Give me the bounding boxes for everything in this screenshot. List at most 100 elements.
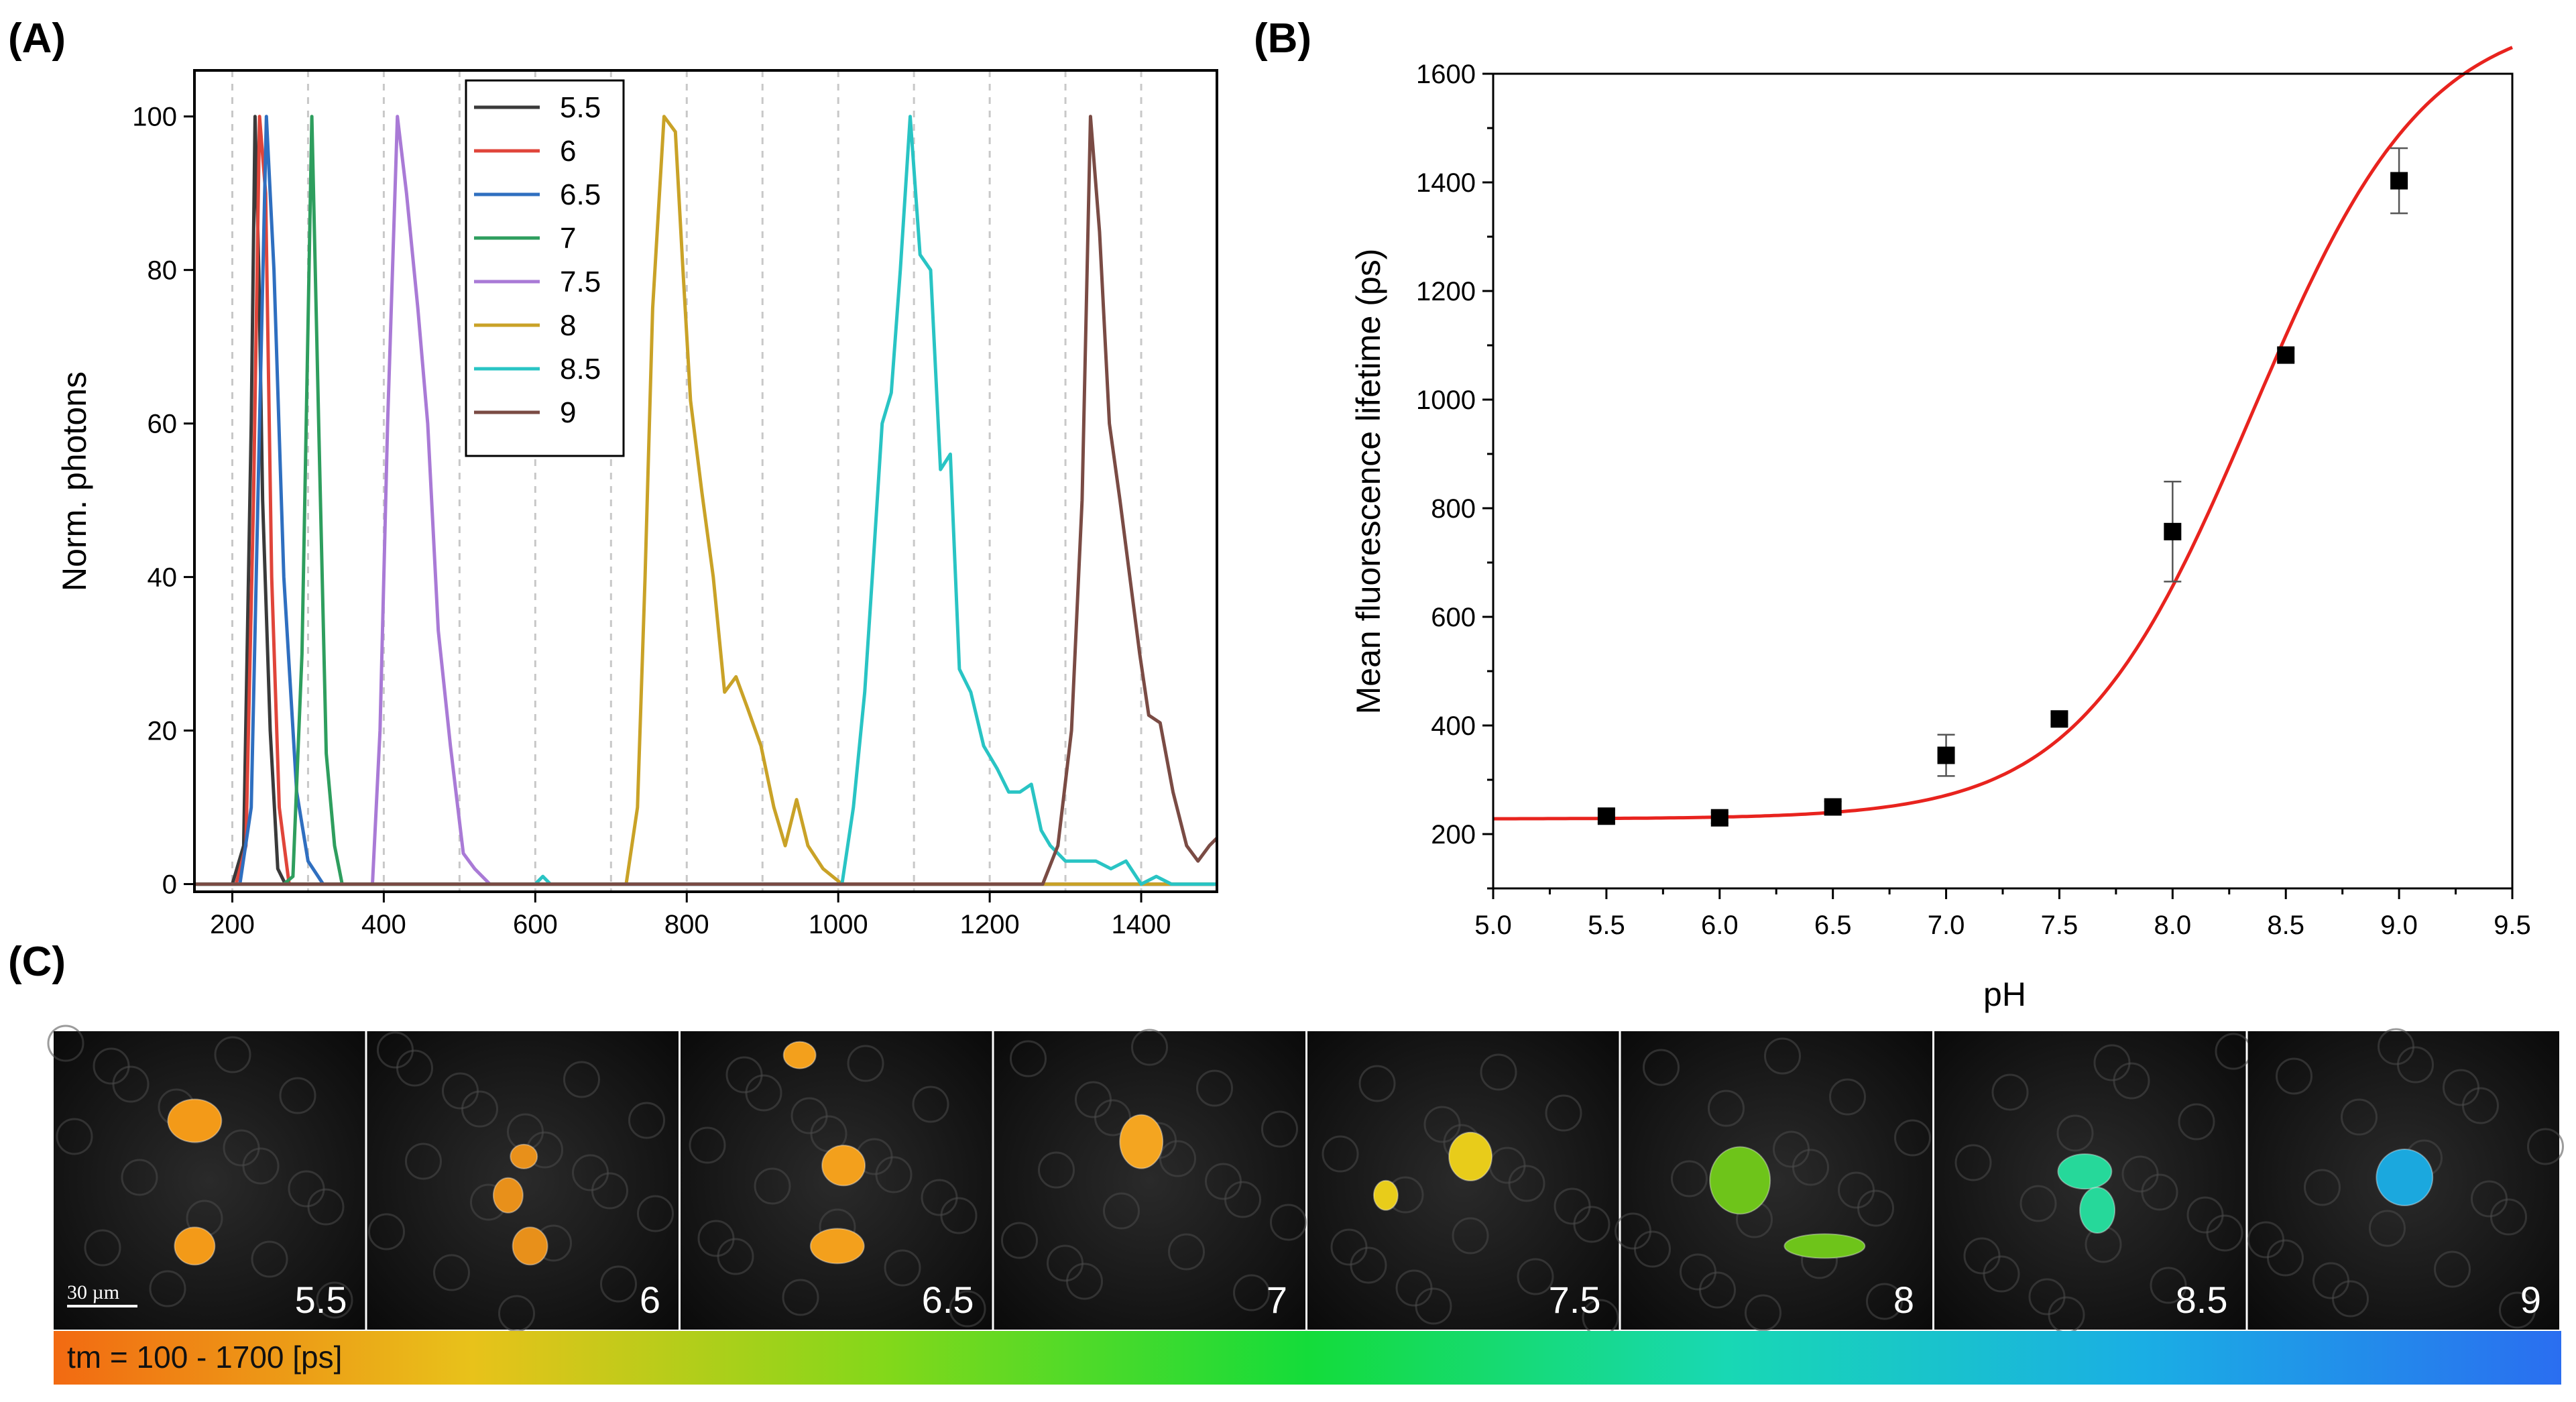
tile-background-cell [47,1025,84,1062]
tile-6 [367,1031,679,1330]
panel-b-fit-curve [1493,46,2513,821]
tile-background-cell [316,1281,353,1319]
panel-a-legend: 5.5 6 6.5 7 7.5 8 8.5 9 [465,79,625,457]
tile-background-cell [884,1249,921,1287]
tile-background-cell [2056,1114,2094,1152]
stained-cell-8-0 [1709,1146,1771,1215]
stained-cell-6-5-2 [782,1041,817,1069]
tile-background-cell [2121,1155,2159,1193]
tile-background-cell [1545,1094,1582,1132]
tile-label-6: 6 [640,1279,660,1321]
tile-background-cell [563,1061,600,1098]
tile-background-cell [1866,1283,1903,1320]
tile-background-cell [2378,1028,2414,1065]
b-y-tick-label-800: 800 [1431,494,1476,524]
scale-bar: 30 µm [67,1281,137,1307]
b-x-tick-label-1: 5.5 [1588,911,1625,940]
stained-cell-8-1 [1783,1233,1866,1259]
tile-background-cell [600,1265,637,1303]
b-y-tick-label-200: 200 [1431,820,1476,850]
legend-label-7: 7 [560,222,576,255]
data-point-ph-8-5 [2277,346,2295,364]
panel-a-frame [193,69,1218,893]
x-tick-label-1400: 1400 [1112,910,1171,939]
legend-label-7-5: 7.5 [560,266,601,298]
stained-cell-7-5-1 [1372,1179,1399,1211]
tile-label-7-5: 7.5 [1549,1279,1601,1321]
tile-background-cell [1480,1053,1517,1091]
tile-background-cell [1330,1228,1368,1266]
lifetime-colorbar: tm = 100 - 1700 [ps] [54,1331,2561,1385]
tile-background-cell [1038,1151,1075,1189]
y-tick-label-40: 40 [148,563,178,593]
stained-cell-9-0 [2376,1149,2434,1207]
b-y-tick-label-1200: 1200 [1416,277,1476,306]
data-point-ph-5-5 [1597,807,1615,825]
tile-background-cell [921,1179,958,1216]
b-x-tick-label-2: 6.0 [1701,911,1739,940]
tile-background-cell [1261,1110,1298,1148]
x-tick-label-1000: 1000 [809,910,868,939]
b-x-tick-label-0: 5.0 [1474,911,1512,940]
tile-background-cell [1047,1244,1084,1282]
panel-b-chart: 5.0 5.5 6.0 6.5 7.0 7.5 8.0 8.5 9.0 9.5 200 400 600… [1350,46,2531,1013]
stained-cell-6-5-0 [821,1145,866,1187]
tile-background-cell [2471,1180,2508,1218]
tile-label-6-5: 6.5 [922,1279,974,1321]
scale-bar-label: 30 µm [67,1281,119,1303]
tile-background-cell [2341,1098,2378,1136]
tile-5-5 [54,1031,365,1330]
tile-background-cell [2093,1044,2131,1082]
colorbar-label: tm = 100 - 1700 [ps] [67,1340,342,1375]
tile-background-cell [288,1170,325,1208]
tile-background-cell [1954,1144,1992,1181]
tile-label-8-5: 8.5 [2176,1279,2228,1321]
series-line-ph-7-5 [194,115,1217,886]
tile-background-cell [1680,1253,1716,1291]
panel-b-label: (B) [1254,15,1311,62]
x-tick-label-200: 200 [210,910,255,939]
stained-cell-6-2 [510,1143,538,1169]
tile-background-cell [1010,1040,1047,1077]
tile-background-cell [251,1240,288,1278]
panel-a-chart: 200 400 600 800 1000 1200 1400 0 20 40 60 80 100 No… [56,69,1218,939]
panel-a-label: (A) [8,15,66,62]
y-tick-label-80: 80 [148,256,178,286]
tile-background-cell [572,1154,609,1191]
stained-cell-8-5-0 [2057,1153,2113,1190]
tile-label-5-5: 5.5 [295,1279,347,1321]
b-x-tick-label-5: 7.5 [2041,911,2079,940]
series-line-ph-9 [194,115,1217,886]
panel-b-data-points [1597,147,2408,827]
tile-background-cell [1615,1212,1651,1250]
tile-background-cell [121,1159,158,1196]
tile-background-cell [791,1097,828,1134]
colorbar-rect [54,1331,2561,1385]
legend-label-5-5: 5.5 [560,91,601,124]
series-line-ph-7 [194,115,1217,886]
tile-background-cell [223,1129,260,1167]
legend-box [465,79,625,457]
stained-cell-6-0 [492,1177,524,1214]
tile-background-cell [1075,1081,1112,1118]
tile-7 [994,1031,1305,1330]
stained-cell-5-5-0 [167,1098,223,1143]
panel-b-x-ticks: 5.0 5.5 6.0 6.5 7.0 7.5 8.0 8.5 9.0 9.5 [1474,888,2531,940]
tile-background-cell [1322,1135,1359,1173]
legend-label-9: 9 [560,396,576,429]
b-x-tick-label-4: 7.0 [1928,911,1965,940]
b-x-tick-label-9: 9.5 [2494,911,2531,940]
y-tick-label-20: 20 [148,717,178,746]
series-line-ph-6-5 [194,115,1217,886]
tile-background-cell [433,1254,470,1291]
tile-background-cell [1205,1163,1242,1200]
tile-background-cell [1829,1078,1866,1116]
tile-background-cell [442,1072,479,1110]
data-point-ph-8 [2164,522,2182,540]
tile-label-8: 8 [1893,1279,1914,1321]
tile-background-cell [1395,1269,1433,1307]
tile-background-cell [1423,1106,1461,1143]
tile-background-cell [1196,1069,1233,1107]
tile-background-cell [2276,1057,2312,1095]
